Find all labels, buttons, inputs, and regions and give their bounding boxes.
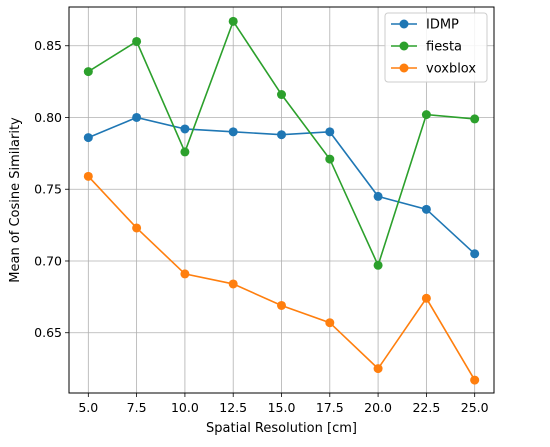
data-point xyxy=(180,147,190,157)
data-point xyxy=(325,127,335,137)
data-point xyxy=(421,110,431,120)
data-point xyxy=(228,16,238,26)
y-tick-label: 0.70 xyxy=(34,253,62,268)
data-point xyxy=(132,112,142,122)
data-point xyxy=(421,204,431,214)
data-point xyxy=(373,191,383,201)
data-point xyxy=(180,269,190,279)
data-point xyxy=(373,260,383,270)
legend-entry: IDMP xyxy=(391,18,459,33)
legend: IDMP fiesta voxblox xyxy=(384,12,488,83)
legend-marker xyxy=(399,63,409,73)
data-point xyxy=(277,90,286,100)
y-tick-label: 0.65 xyxy=(34,325,62,340)
legend-label: fiesta xyxy=(426,40,462,55)
data-point xyxy=(228,127,238,137)
data-point xyxy=(132,36,142,46)
legend-box xyxy=(384,12,488,83)
data-point xyxy=(325,154,335,164)
y-axis-ticks: 0.65 0.70 0.75 0.80 0.85 xyxy=(34,38,69,340)
y-tick-label: 0.75 xyxy=(34,182,62,197)
legend-entry: fiesta xyxy=(391,40,462,55)
data-point xyxy=(373,364,383,374)
data-point xyxy=(277,130,286,140)
legend-marker xyxy=(399,19,409,29)
x-tick-label: 12.5 xyxy=(219,400,247,415)
x-tick-label: 15.0 xyxy=(268,400,296,415)
data-point xyxy=(83,67,93,77)
x-tick-label: 20.0 xyxy=(364,400,392,415)
data-point xyxy=(325,318,335,328)
data-point xyxy=(470,375,480,385)
data-point xyxy=(277,300,286,310)
data-point xyxy=(470,249,480,259)
data-point xyxy=(470,114,480,124)
legend-marker xyxy=(399,41,409,51)
x-tick-label: 17.5 xyxy=(316,400,344,415)
series-voxblox xyxy=(83,171,480,385)
y-tick-label: 0.85 xyxy=(34,38,62,53)
x-tick-label: 7.5 xyxy=(127,400,147,415)
data-point xyxy=(228,279,238,289)
x-axis-ticks: 5.0 7.5 10.0 12.5 15.0 17.5 20.0 22.5 25.0 xyxy=(78,393,489,415)
x-tick-label: 25.0 xyxy=(461,400,489,415)
data-point xyxy=(421,293,431,303)
series-lines xyxy=(83,16,480,385)
legend-label: voxblox xyxy=(426,62,476,77)
x-tick-label: 5.0 xyxy=(78,400,98,415)
legend-label: IDMP xyxy=(426,18,459,33)
data-point xyxy=(83,171,93,181)
x-axis-label: Spatial Resolution [cm] xyxy=(206,421,357,436)
series-fiesta xyxy=(83,16,480,270)
data-point xyxy=(180,124,190,134)
y-axis-label: Mean of Cosine Similarity xyxy=(8,117,23,283)
legend-entry: voxblox xyxy=(391,62,476,77)
y-tick-label: 0.80 xyxy=(34,110,62,125)
data-point xyxy=(132,223,142,233)
data-point xyxy=(83,133,93,143)
x-tick-label: 22.5 xyxy=(412,400,440,415)
x-tick-label: 10.0 xyxy=(171,400,199,415)
series-idmp xyxy=(83,112,480,259)
